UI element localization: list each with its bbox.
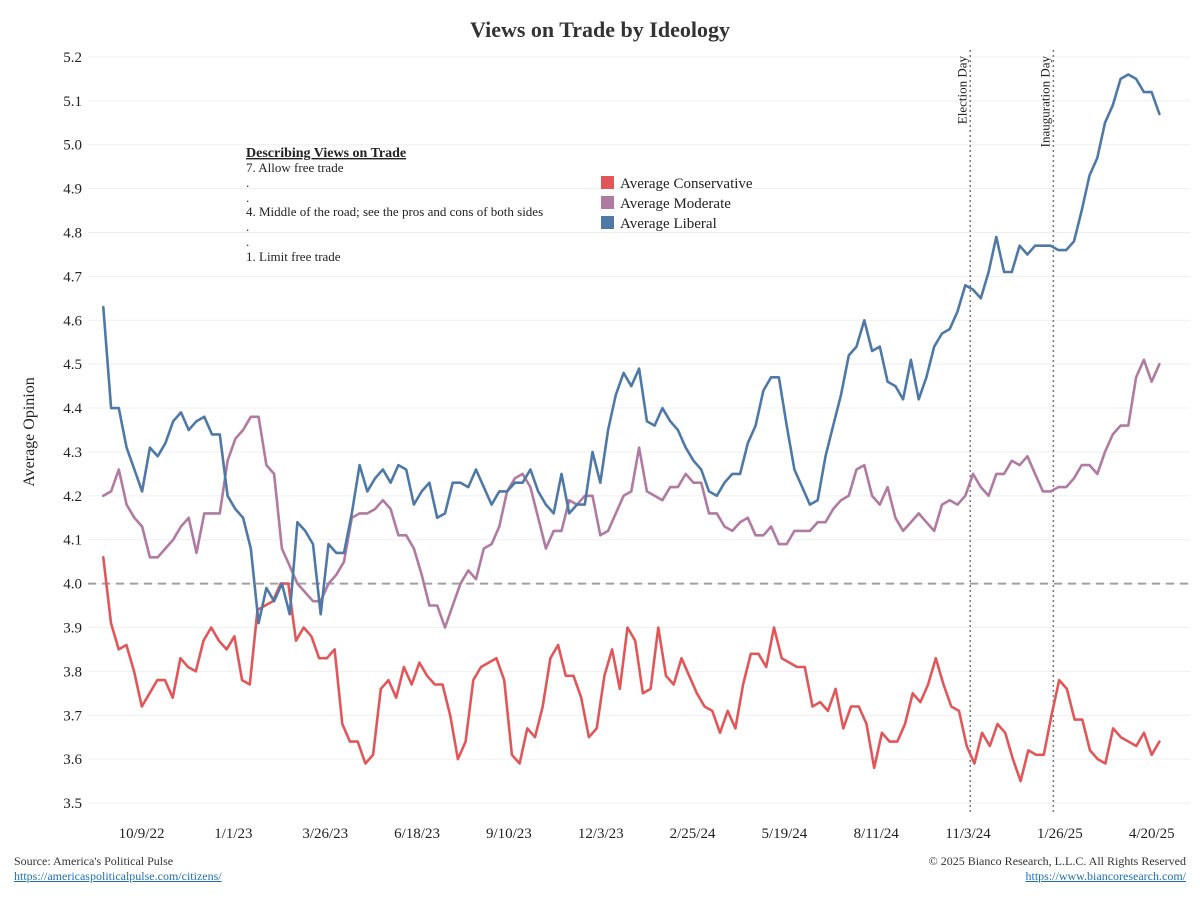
x-tick-label: 12/3/23 [578,826,624,842]
y-tick-label: 4.1 [63,533,82,549]
legend-label-conservative: Average Conservative [620,176,753,192]
source-link[interactable]: https://americaspoliticalpulse.com/citiz… [14,869,222,883]
liberal-line [102,73,1161,625]
source-footer: Source: America's Political Pulse https:… [14,854,222,884]
conservative-line [102,555,1161,783]
event-label: Inauguration Day [1037,56,1052,148]
y-tick-label: 4.0 [63,577,82,593]
annotation-line: 7. Allow free trade [246,160,344,175]
event-label: Election Day [954,56,969,125]
y-tick-label: 3.9 [63,620,82,636]
y-tick-label: 5.1 [63,94,82,110]
x-tick-label: 8/11/24 [854,826,900,842]
y-tick-label: 4.6 [63,313,82,329]
x-tick-label: 1/1/23 [214,826,252,842]
x-tick-label: 6/18/23 [394,826,440,842]
legend-swatch-moderate [601,196,614,209]
x-tick-label: 3/26/23 [302,826,348,842]
y-tick-label: 3.7 [63,708,82,724]
legend-swatch-liberal [601,216,614,229]
y-axis-ticks: 3.5 3.6 3.7 3.8 3.9 4.0 4.1 4.2 4.3 4.4 4.5 4.6 4.7 4… [63,50,82,812]
website-link[interactable]: https://www.biancoresearch.com/ [1025,869,1186,883]
y-tick-label: 5.0 [63,138,82,154]
annotation-box: Describing Views on Trade 7. Allow free … [246,146,543,264]
y-axis-label: Average Opinion [21,377,38,486]
y-tick-label: 4.5 [63,357,82,373]
x-tick-label: 11/3/24 [945,826,991,842]
legend-label-moderate: Average Moderate [620,196,731,212]
x-tick-label: 10/9/22 [119,826,165,842]
event-markers: Election Day Inauguration Day [954,50,1055,814]
annotation-line: . [246,175,249,190]
y-tick-label: 3.8 [63,664,82,680]
y-tick-label: 3.6 [63,752,82,768]
y-tick-label: 4.7 [63,269,82,285]
y-tick-label: 4.4 [63,401,82,417]
x-tick-label: 1/26/25 [1037,826,1083,842]
x-tick-label: 4/20/25 [1129,826,1175,842]
y-tick-label: 4.2 [63,489,82,505]
copyright-text: © 2025 Bianco Research, L.L.C. All Right… [928,854,1186,868]
annotation-heading: Describing Views on Trade [246,146,406,161]
y-tick-label: 3.5 [63,796,82,812]
x-tick-label: 5/19/24 [761,826,807,842]
y-tick-label: 4.8 [63,226,82,242]
copyright-footer: © 2025 Bianco Research, L.L.C. All Right… [929,854,1186,884]
annotation-line: . [246,234,249,249]
source-text: Source: America's Political Pulse [14,854,174,868]
x-tick-label: 9/10/23 [486,826,532,842]
annotation-line: 1. Limit free trade [246,249,341,264]
series-lines [102,73,1161,783]
annotation-line: . [246,219,249,234]
legend-label-liberal: Average Liberal [620,216,717,232]
chart-title: Views on Trade by Ideology [470,17,730,42]
y-tick-label: 4.3 [63,445,82,461]
annotation-line: . [246,190,249,205]
y-tick-label: 4.9 [63,182,82,198]
legend-swatch-conservative [601,176,614,189]
annotation-line: 4. Middle of the road; see the pros and … [246,204,543,219]
legend: Average Conservative Average Moderate Av… [601,176,753,232]
x-tick-label: 2/25/24 [670,826,716,842]
y-tick-label: 5.2 [63,50,82,66]
x-axis-ticks: 10/9/22 1/1/23 3/26/23 6/18/23 9/10/23 12/3/2… [119,826,1175,842]
moderate-line [102,358,1161,629]
